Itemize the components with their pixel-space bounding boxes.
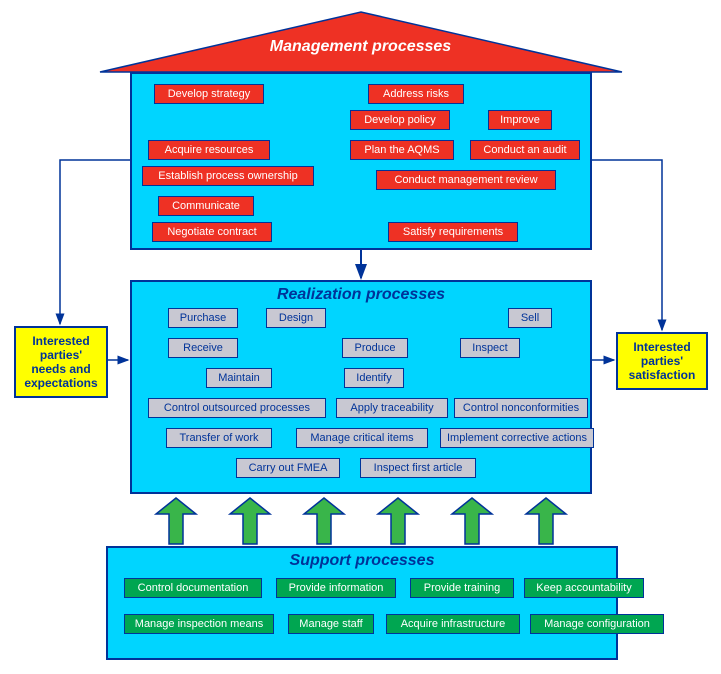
side-left-l2: parties': [22, 348, 100, 362]
node-address_risks: Address risks: [368, 84, 464, 104]
node-manage_staff: Manage staff: [288, 614, 374, 634]
node-maintain: Maintain: [206, 368, 272, 388]
node-establish_own: Establish process ownership: [142, 166, 314, 186]
side-left-l4: expectations: [22, 376, 100, 390]
node-develop_policy: Develop policy: [350, 110, 450, 130]
side-right-l1: Interested: [624, 340, 700, 354]
node-develop_strategy: Develop strategy: [154, 84, 264, 104]
node-conduct_review: Conduct management review: [376, 170, 556, 190]
support-section: Support processes: [106, 546, 618, 660]
node-ctrl_doc: Control documentation: [124, 578, 262, 598]
support-to-realization-arrows: [156, 498, 566, 544]
node-receive: Receive: [168, 338, 238, 358]
node-negotiate: Negotiate contract: [152, 222, 272, 242]
node-manage_critical: Manage critical items: [296, 428, 428, 448]
node-acquire_infra: Acquire infrastructure: [386, 614, 520, 634]
node-design: Design: [266, 308, 326, 328]
node-satisfy_req: Satisfy requirements: [388, 222, 518, 242]
realization-title: Realization processes: [132, 286, 590, 304]
node-produce: Produce: [342, 338, 408, 358]
node-ctrl_nonconf: Control nonconformities: [454, 398, 588, 418]
management-title: Management processes: [0, 38, 721, 56]
node-provide_training: Provide training: [410, 578, 514, 598]
node-manage_insp: Manage inspection means: [124, 614, 274, 634]
node-impl_corrective: Implement corrective actions: [440, 428, 594, 448]
node-provide_info: Provide information: [276, 578, 396, 598]
interested-parties-needs: Interested parties' needs and expectatio…: [14, 326, 108, 398]
node-purchase: Purchase: [168, 308, 238, 328]
node-apply_trace: Apply traceability: [336, 398, 448, 418]
side-right-l3: satisfaction: [624, 368, 700, 382]
interested-parties-satisfaction: Interested parties' satisfaction: [616, 332, 708, 390]
node-inspect_first: Inspect first article: [360, 458, 476, 478]
side-left-l1: Interested: [22, 334, 100, 348]
node-acquire_resources: Acquire resources: [148, 140, 270, 160]
diagram-container: Management processes Realization process…: [0, 0, 721, 674]
node-transfer_work: Transfer of work: [166, 428, 272, 448]
side-left-l3: needs and: [22, 362, 100, 376]
support-title: Support processes: [108, 552, 616, 570]
node-sell: Sell: [508, 308, 552, 328]
node-communicate: Communicate: [158, 196, 254, 216]
node-improve: Improve: [488, 110, 552, 130]
node-identify: Identify: [344, 368, 404, 388]
node-conduct_audit: Conduct an audit: [470, 140, 580, 160]
side-right-l2: parties': [624, 354, 700, 368]
node-ctrl_outsourced: Control outsourced processes: [148, 398, 326, 418]
node-plan_aqms: Plan the AQMS: [350, 140, 454, 160]
node-inspect: Inspect: [460, 338, 520, 358]
node-carry_fmea: Carry out FMEA: [236, 458, 340, 478]
node-keep_account: Keep accountability: [524, 578, 644, 598]
node-manage_config: Manage configuration: [530, 614, 664, 634]
